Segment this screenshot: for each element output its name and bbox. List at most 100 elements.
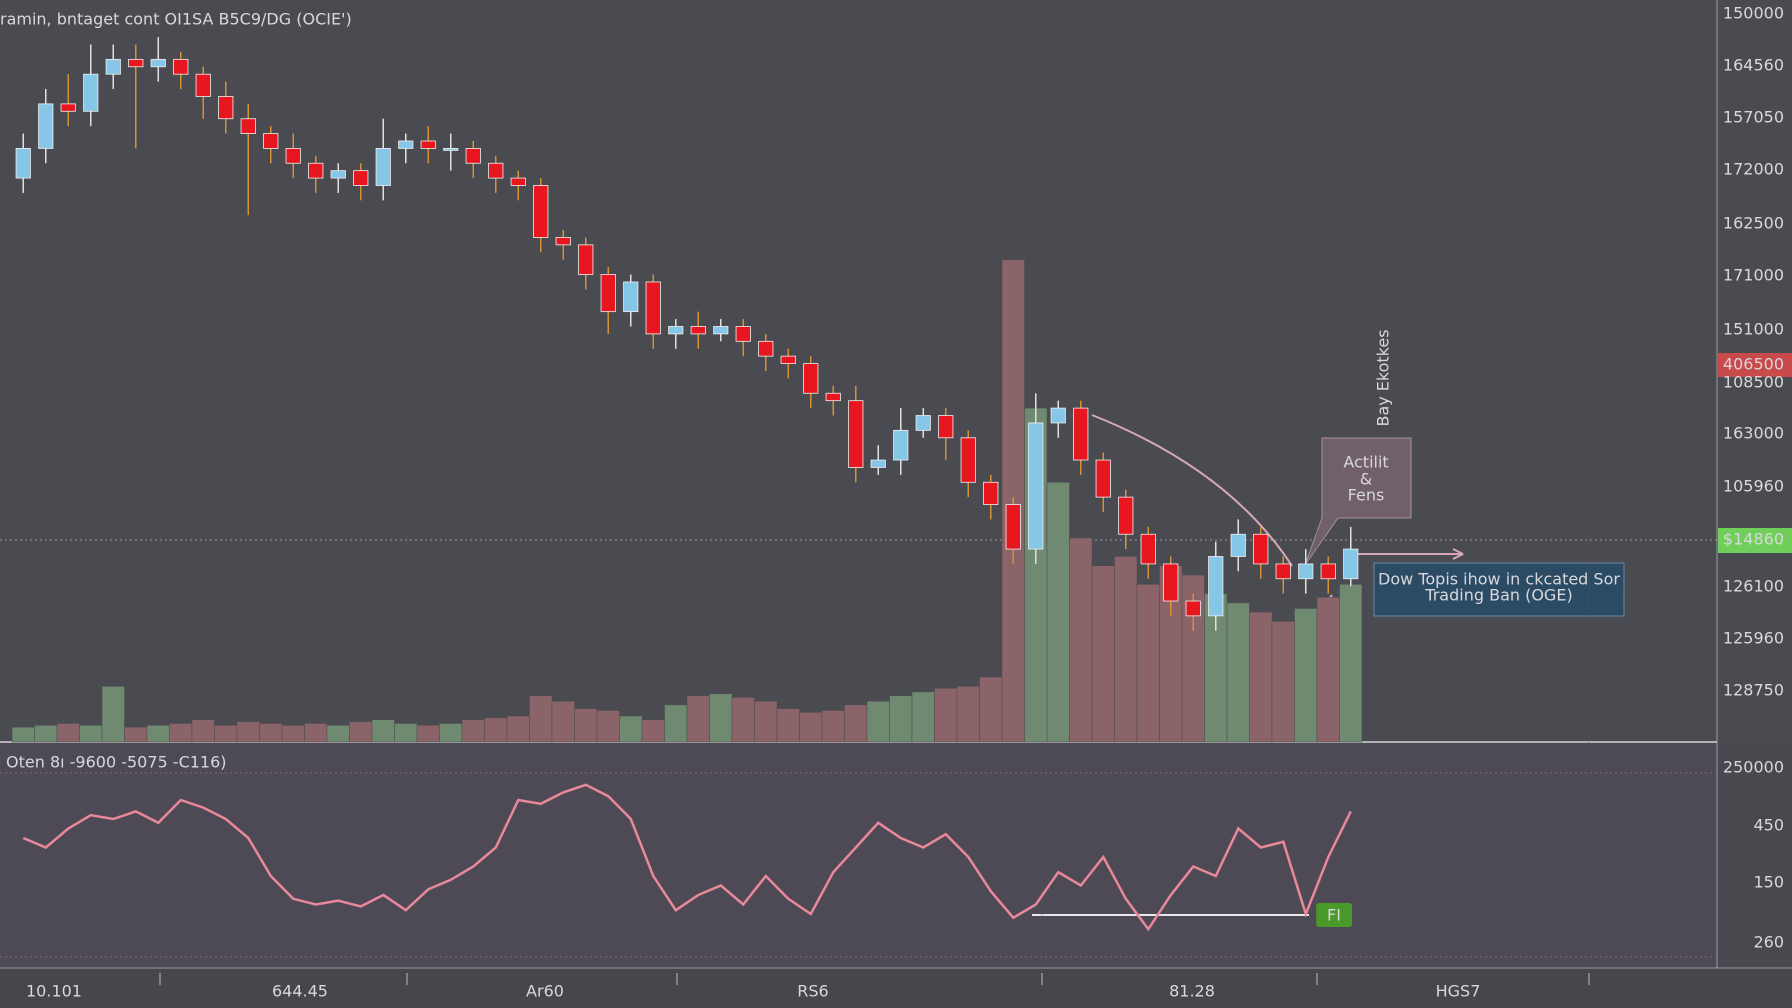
volume-bar xyxy=(1339,584,1363,743)
candle-body xyxy=(38,103,54,149)
volume-bar xyxy=(821,710,845,743)
volume-bar xyxy=(34,725,58,743)
volume-bar xyxy=(349,721,373,743)
volume-bar xyxy=(56,723,80,743)
osc-label: 260 xyxy=(1753,933,1784,952)
candle-body xyxy=(690,326,706,335)
candle-body xyxy=(1118,496,1134,535)
volume-bar xyxy=(461,719,485,743)
candle-body xyxy=(398,140,414,149)
volume-bar xyxy=(619,715,643,743)
candle-body xyxy=(1185,600,1201,617)
callout-text: Fens xyxy=(1348,486,1385,505)
info-text: Trading Ban (OGE) xyxy=(1424,586,1572,605)
candle-body xyxy=(848,400,864,468)
volume-bar xyxy=(191,719,215,743)
candle-body xyxy=(735,326,751,342)
volume-bar xyxy=(889,695,913,743)
candle-body xyxy=(623,281,639,313)
volume-bar xyxy=(371,719,395,743)
annotation-arrow xyxy=(1091,414,1293,567)
volume-bar xyxy=(439,723,463,743)
price-label: 125960 xyxy=(1723,629,1784,648)
candle-body xyxy=(218,96,234,120)
volume-bar xyxy=(641,719,665,743)
price-label: 162500 xyxy=(1723,214,1784,233)
candle-body xyxy=(330,170,346,179)
volume-bar xyxy=(79,725,103,743)
volume-bar xyxy=(664,704,688,743)
time-label: 10.101 xyxy=(26,982,82,1001)
info-box xyxy=(1373,562,1625,617)
candle-body xyxy=(443,147,459,151)
time-axis xyxy=(0,968,1792,1008)
candle-body xyxy=(1005,504,1021,550)
price-label: 157050 xyxy=(1723,108,1784,127)
candle-body xyxy=(1275,563,1291,580)
volume-bar xyxy=(911,691,935,743)
volume-bar xyxy=(281,725,305,743)
callout-text: & xyxy=(1360,470,1372,489)
candle-body xyxy=(15,147,31,179)
osc-label: 450 xyxy=(1753,816,1784,835)
candle-body xyxy=(105,58,121,75)
price-label: 171000 xyxy=(1723,266,1784,285)
candle-body xyxy=(1050,407,1066,424)
candle-body xyxy=(263,133,279,149)
volume-bar xyxy=(1316,597,1340,743)
price-label: 150000 xyxy=(1723,4,1784,23)
volume-bar xyxy=(799,712,823,743)
vertical-note: Bay Ekotkes xyxy=(1374,329,1393,426)
candle-body xyxy=(488,162,504,179)
volume-bar xyxy=(866,700,890,743)
volume-bar xyxy=(146,725,170,743)
candle-body xyxy=(713,326,729,335)
candle-body xyxy=(938,415,954,439)
price-badge-text: 406500 xyxy=(1723,355,1784,374)
volume-bar xyxy=(956,686,980,743)
volume-bar xyxy=(551,700,575,743)
candle-body xyxy=(870,459,886,468)
candle-body xyxy=(285,147,301,164)
candle-body xyxy=(983,481,999,505)
candle-body xyxy=(825,392,841,402)
candle-body xyxy=(240,118,256,134)
time-label: 644.45 xyxy=(272,982,328,1001)
volume-bar xyxy=(979,676,1003,743)
osc-badge xyxy=(1316,903,1352,927)
volume-bar xyxy=(124,726,148,743)
candle-body xyxy=(645,281,661,335)
candle-body xyxy=(1253,533,1269,565)
osc-badge-text: FI xyxy=(1327,906,1341,925)
price-label: 108500 xyxy=(1723,373,1784,392)
candle-body xyxy=(173,58,189,75)
volume-bar xyxy=(101,686,125,743)
candle-body xyxy=(803,363,819,394)
volume-bar xyxy=(1136,584,1160,743)
volume-bar xyxy=(236,721,260,743)
candle-body xyxy=(960,437,976,483)
volume-bar xyxy=(844,704,868,743)
volume-bar xyxy=(776,708,800,743)
oscillator-line xyxy=(22,783,1352,932)
candle-body xyxy=(128,58,144,68)
volume-bar xyxy=(1271,621,1295,743)
volume-bar xyxy=(529,695,553,743)
volume-bar xyxy=(709,693,733,743)
candle-body xyxy=(758,340,774,357)
callout-text: Actilit xyxy=(1343,453,1388,472)
candle-body xyxy=(893,429,909,461)
price-badge-green xyxy=(1718,528,1792,553)
volume-bar xyxy=(394,723,418,743)
price-label: 151000 xyxy=(1723,320,1784,339)
volume-bar xyxy=(1046,482,1070,743)
candle-body xyxy=(578,244,594,275)
volume-bar xyxy=(686,695,710,743)
candle-body xyxy=(150,58,166,68)
volume-bar xyxy=(1069,537,1093,743)
price-badge-text: $14860 xyxy=(1723,530,1784,549)
candle-body xyxy=(1208,556,1224,617)
volume-bar xyxy=(506,715,530,743)
price-label: 164560 xyxy=(1723,56,1784,75)
